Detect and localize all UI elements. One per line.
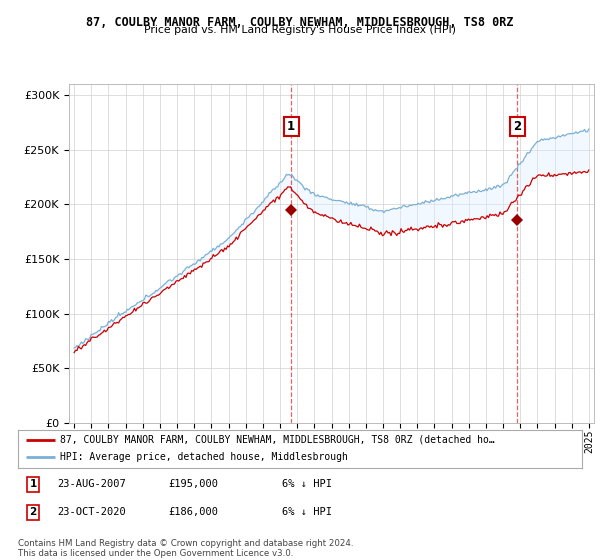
Text: HPI: Average price, detached house, Middlesbrough: HPI: Average price, detached house, Midd… [60,452,348,463]
Text: £195,000: £195,000 [168,479,218,489]
Text: 87, COULBY MANOR FARM, COULBY NEWHAM, MIDDLESBROUGH, TS8 0RZ: 87, COULBY MANOR FARM, COULBY NEWHAM, MI… [86,16,514,29]
Text: 1: 1 [287,120,295,133]
Text: 6% ↓ HPI: 6% ↓ HPI [282,507,332,517]
Text: Price paid vs. HM Land Registry's House Price Index (HPI): Price paid vs. HM Land Registry's House … [144,25,456,35]
Text: 23-AUG-2007: 23-AUG-2007 [57,479,126,489]
Text: 6% ↓ HPI: 6% ↓ HPI [282,479,332,489]
Text: This data is licensed under the Open Government Licence v3.0.: This data is licensed under the Open Gov… [18,549,293,558]
Text: 2: 2 [513,120,521,133]
Text: 87, COULBY MANOR FARM, COULBY NEWHAM, MIDDLESBROUGH, TS8 0RZ (detached ho…: 87, COULBY MANOR FARM, COULBY NEWHAM, MI… [60,435,495,445]
Text: 2: 2 [29,507,37,517]
Text: 23-OCT-2020: 23-OCT-2020 [57,507,126,517]
Text: £186,000: £186,000 [168,507,218,517]
Text: 1: 1 [29,479,37,489]
Text: Contains HM Land Registry data © Crown copyright and database right 2024.: Contains HM Land Registry data © Crown c… [18,539,353,548]
